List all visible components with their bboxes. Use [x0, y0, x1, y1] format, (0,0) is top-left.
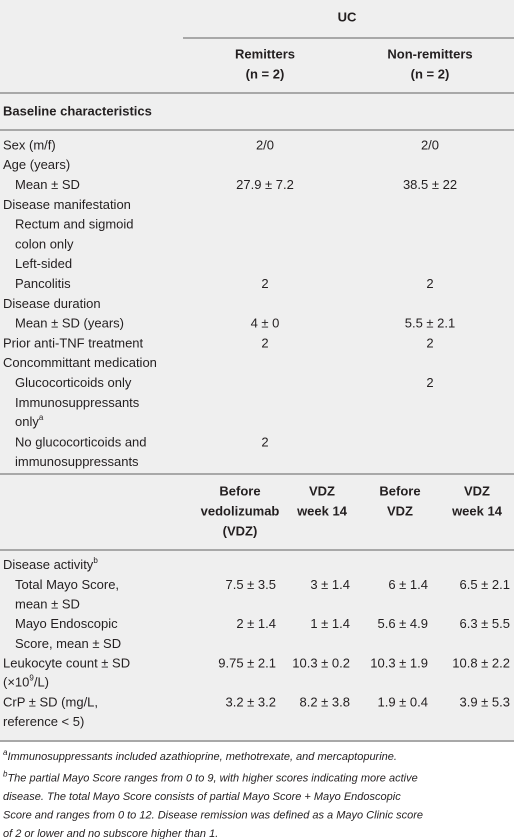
- table-background: [0, 0, 514, 742]
- cell-value: 38.5 ± 22: [403, 177, 457, 192]
- cell-value: 8.2 ± 3.8: [299, 695, 350, 710]
- row-label: onlya: [15, 413, 44, 429]
- cell-value: 2: [426, 276, 433, 291]
- footnote: Score and ranges from 0 to 12. Disease r…: [3, 809, 423, 821]
- row-label: Mean ± SD (years): [15, 316, 124, 331]
- row-label: Disease duration: [3, 296, 101, 311]
- cell-value: 4 ± 0: [251, 316, 280, 331]
- cell-value: 2: [261, 335, 268, 350]
- row-label-text: Disease activity: [3, 557, 94, 572]
- row-label: CrP ± SD (mg/L,: [3, 695, 98, 710]
- row-label: colon only: [15, 236, 74, 251]
- cell-value: 7.5 ± 3.5: [225, 577, 276, 592]
- row-label: Mean ± SD: [15, 177, 80, 192]
- cell-value: 2/0: [421, 137, 439, 152]
- footnote-text: of 2 or lower and no subscore higher tha…: [3, 828, 218, 839]
- column-header: Non-remitters: [387, 46, 472, 61]
- footnote-mark: b: [3, 770, 8, 779]
- cell-value: 1.9 ± 0.4: [377, 695, 428, 710]
- row-label: Sex (m/f): [3, 137, 56, 152]
- row-label: Left-sided: [15, 256, 72, 271]
- column-header: VDZ: [464, 483, 490, 498]
- column-header: Remitters: [235, 46, 295, 61]
- cell-value: 5.5 ± 2.1: [405, 316, 456, 331]
- row-label: Rectum and sigmoid: [15, 217, 134, 232]
- cell-value: 2: [426, 375, 433, 390]
- cell-value: 10.3 ± 1.9: [370, 655, 428, 670]
- cell-value: 27.9 ± 7.2: [236, 177, 294, 192]
- footnote-text: Score and ranges from 0 to 12. Disease r…: [3, 809, 423, 821]
- section-header: Baseline characteristics: [3, 103, 152, 118]
- cell-value: 2/0: [256, 137, 274, 152]
- group-header: UC: [338, 9, 357, 24]
- row-label: Concommittant medication: [3, 355, 157, 370]
- footnote: of 2 or lower and no subscore higher tha…: [3, 828, 218, 839]
- row-label: immunosuppressants: [15, 454, 139, 469]
- column-header: Before: [219, 483, 260, 498]
- column-header: Before: [379, 483, 420, 498]
- footnote: disease. The total Mayo Score consists o…: [3, 791, 401, 803]
- row-label: Score, mean ± SD: [15, 636, 121, 651]
- cell-value: 2: [261, 434, 268, 449]
- row-label: reference < 5): [3, 714, 84, 729]
- row-label: (×109/L): [3, 674, 49, 690]
- column-header: week 14: [296, 503, 348, 518]
- footnote-text: disease. The total Mayo Score consists o…: [3, 791, 401, 803]
- superscript: 9: [29, 674, 34, 683]
- cell-value: 6.5 ± 2.1: [459, 577, 510, 592]
- cell-value: 3.2 ± 3.2: [225, 695, 276, 710]
- cell-value: 6.3 ± 5.5: [459, 616, 510, 631]
- column-header: (n = 2): [411, 66, 450, 81]
- cell-value: 6 ± 1.4: [388, 577, 428, 592]
- cell-value: 5.6 ± 4.9: [377, 616, 428, 631]
- cell-value: 10.8 ± 2.2: [452, 655, 510, 670]
- column-header: (n = 2): [246, 66, 285, 81]
- column-header: VDZ: [309, 483, 335, 498]
- footnote-text: Immunosuppressants included azathioprine…: [7, 751, 397, 763]
- cell-value: 3 ± 1.4: [310, 577, 350, 592]
- cell-value: 1 ± 1.4: [310, 616, 350, 631]
- footnote-text: The partial Mayo Score ranges from 0 to …: [7, 772, 417, 784]
- footnote-mark: a: [3, 748, 8, 757]
- footnote: bThe partial Mayo Score ranges from 0 to…: [3, 770, 418, 785]
- column-header: (VDZ): [223, 523, 258, 538]
- cell-value: 9.75 ± 2.1: [218, 655, 276, 670]
- row-label: Mayo Endoscopic: [15, 616, 118, 631]
- row-label: No glucocorticoids and: [15, 434, 147, 449]
- row-label: Total Mayo Score,: [15, 577, 119, 592]
- row-label: Immunosuppressants: [15, 395, 140, 410]
- footnote: aImmunosuppressants included azathioprin…: [3, 748, 397, 763]
- row-label: Pancolitis: [15, 276, 71, 291]
- cell-value: 3.9 ± 5.3: [459, 695, 510, 710]
- column-header: VDZ: [387, 503, 413, 518]
- cell-value: 2 ± 1.4: [236, 616, 276, 631]
- superscript: a: [39, 413, 44, 422]
- row-label: Disease manifestation: [3, 197, 131, 212]
- column-header: vedolizumab: [201, 503, 280, 518]
- superscript: b: [93, 556, 98, 565]
- cell-value: 2: [426, 335, 433, 350]
- cell-value: 2: [261, 276, 268, 291]
- column-header: week 14: [451, 503, 503, 518]
- row-label: Age (years): [3, 157, 70, 172]
- row-label: Disease activityb: [3, 556, 98, 572]
- row-label-text: (×10: [3, 675, 29, 690]
- row-label-text: /L): [34, 675, 49, 690]
- row-label: Leukocyte count ± SD: [3, 655, 130, 670]
- row-label-text: only: [15, 415, 39, 430]
- cell-value: 10.3 ± 0.2: [292, 655, 350, 670]
- row-label: mean ± SD: [15, 597, 80, 612]
- row-label: Glucocorticoids only: [15, 375, 132, 390]
- row-label: Prior anti-TNF treatment: [3, 335, 144, 350]
